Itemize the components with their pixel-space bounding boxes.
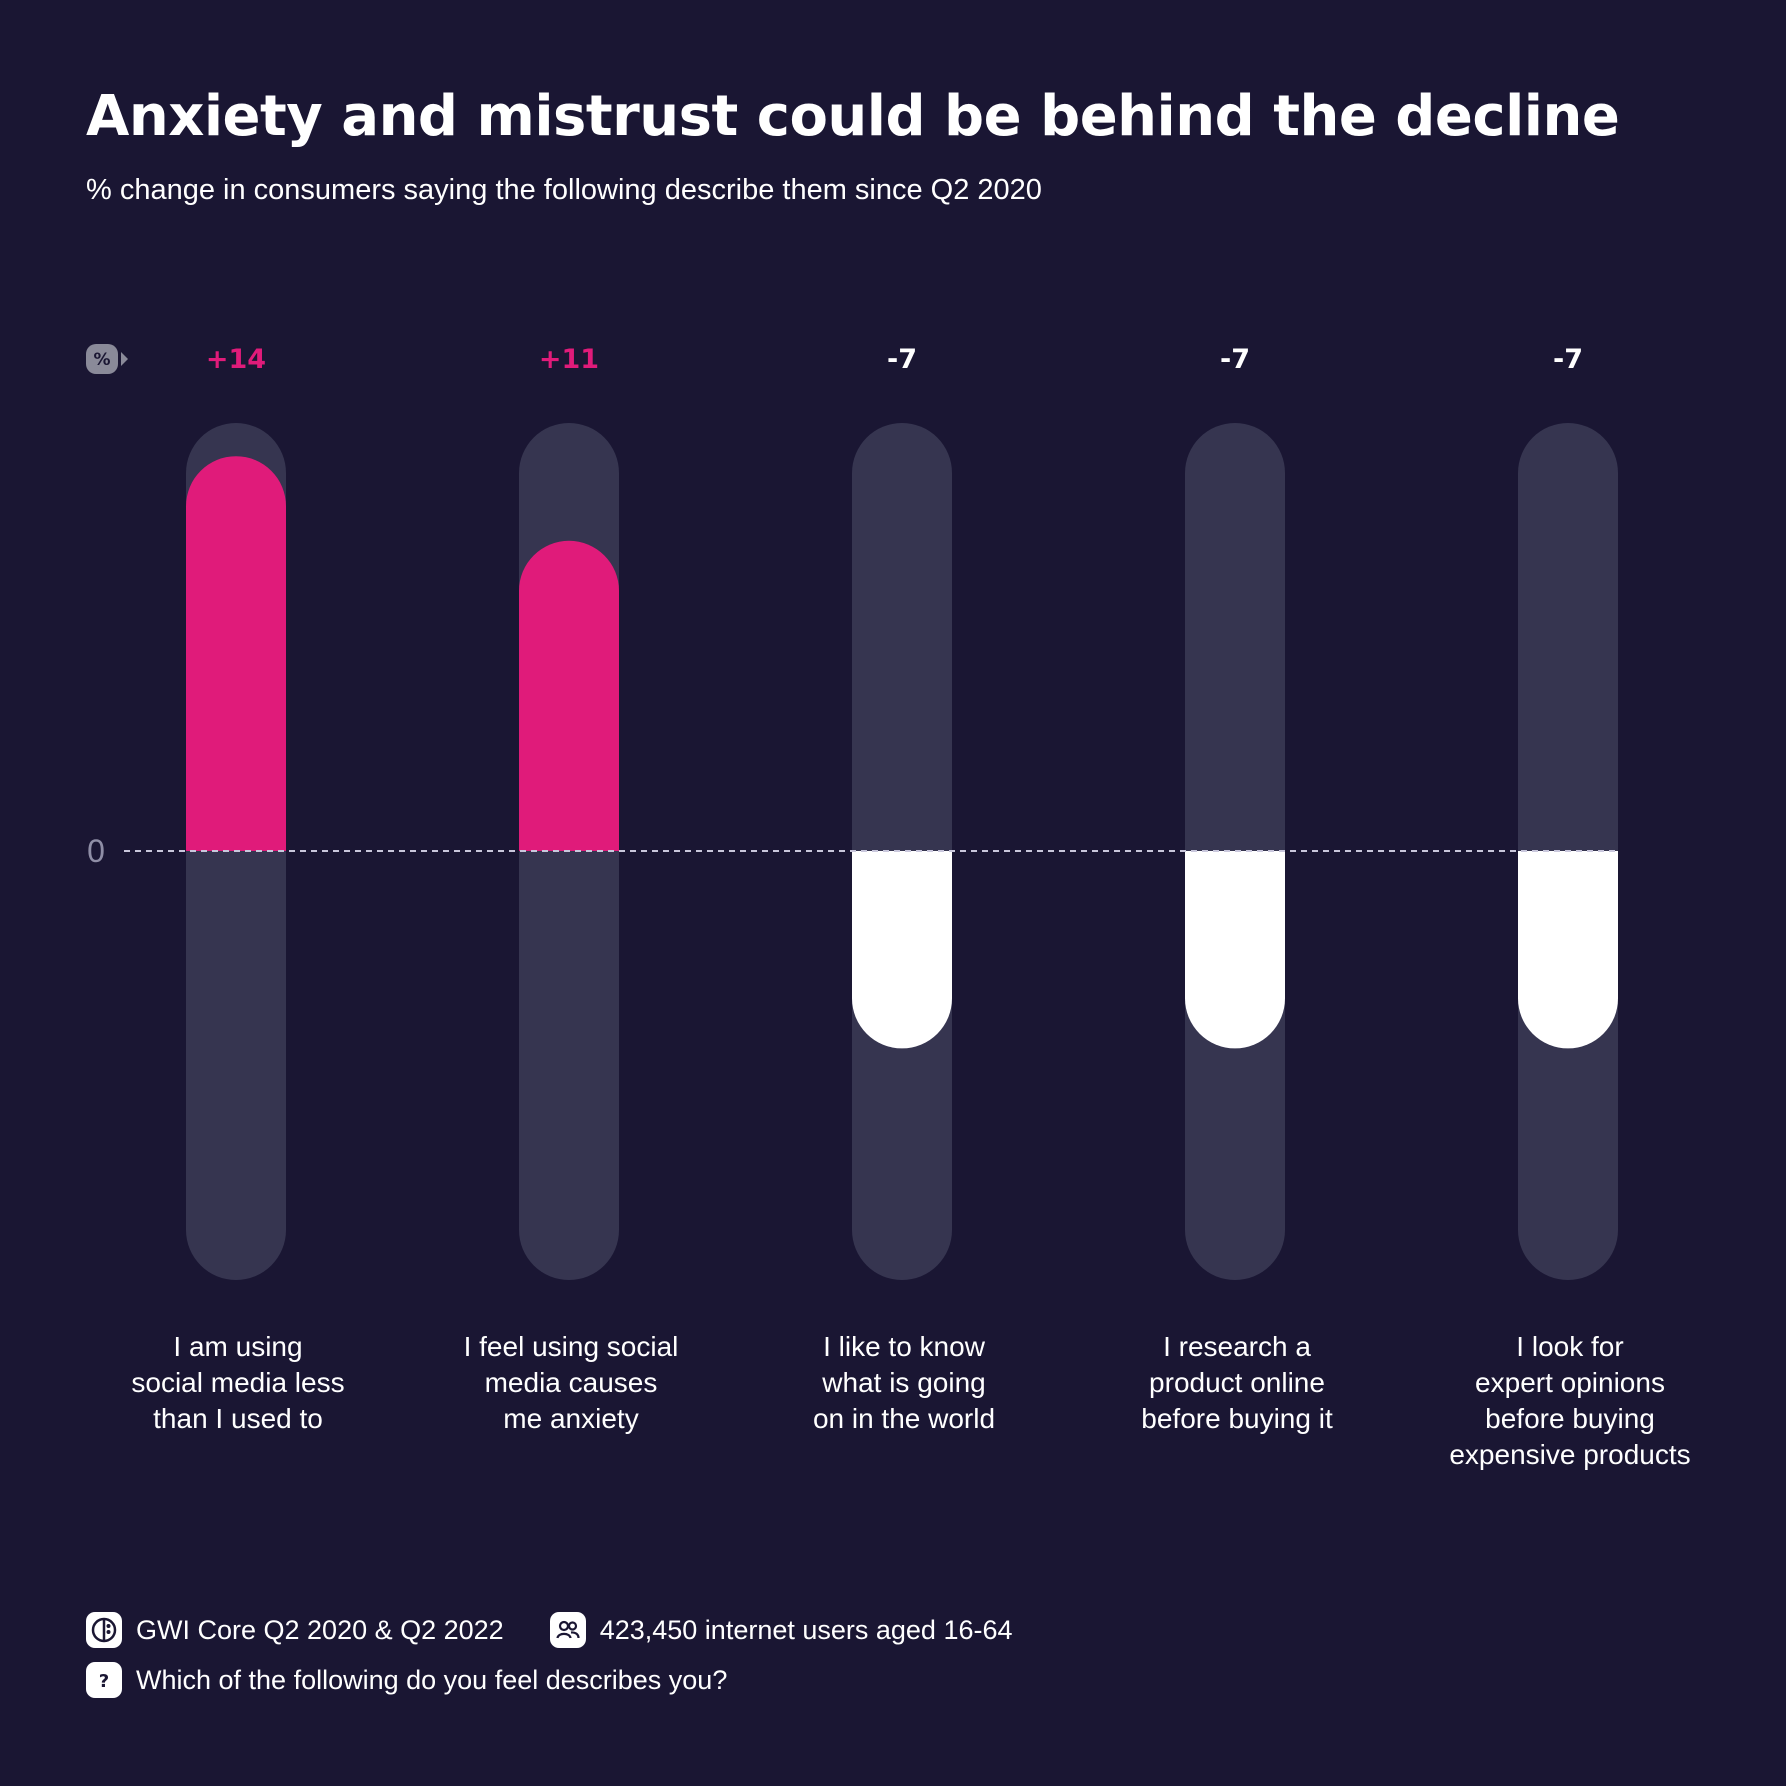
- category-label: I research a product online before buying …: [1141, 1331, 1333, 1434]
- category-label: I like to know what is going on in the wor…: [813, 1331, 995, 1434]
- sample-text: 423,450 internet users aged 16-64: [600, 1615, 1013, 1646]
- svg-text:?: ?: [99, 1671, 109, 1692]
- category-label: I look for expert opinions before buying ex…: [1449, 1331, 1690, 1470]
- bar: [1185, 851, 1285, 1048]
- value-label: -7: [1553, 344, 1583, 375]
- bar: [519, 541, 619, 851]
- bar: [186, 456, 286, 851]
- value-label: -7: [887, 344, 917, 375]
- percent-badge-arrow: [121, 352, 128, 366]
- value-label: +11: [539, 344, 599, 375]
- category-label: I am using social media less than I used t…: [131, 1331, 344, 1434]
- bar: [1518, 851, 1618, 1048]
- value-label: -7: [1220, 344, 1250, 375]
- zero-axis-label: 0: [87, 833, 105, 869]
- category-label: I feel using social media causes me anxiet…: [464, 1331, 679, 1434]
- bar-chart: % 0 +14 +11 -7 -7 -7 I am using social media …: [0, 0, 1786, 1500]
- category-labels: I am using social media less than I used t…: [131, 1331, 1690, 1470]
- percent-badge-label: %: [93, 350, 110, 370]
- percent-badge: %: [86, 344, 128, 374]
- question-text: Which of the following do you feel descr…: [136, 1665, 727, 1696]
- bar: [852, 851, 952, 1048]
- value-label: +14: [206, 344, 266, 375]
- value-labels: +14 +11 -7 -7 -7: [206, 344, 1583, 375]
- footer-meta-row: GWI Core Q2 2020 & Q2 2022 423,450 inter…: [86, 1612, 1013, 1648]
- source-text: GWI Core Q2 2020 & Q2 2022: [136, 1615, 504, 1646]
- people-icon: [550, 1612, 586, 1648]
- gwi-logo-icon: [86, 1612, 122, 1648]
- footer-question-row: ? Which of the following do you feel des…: [86, 1662, 727, 1698]
- question-icon: ?: [86, 1662, 122, 1698]
